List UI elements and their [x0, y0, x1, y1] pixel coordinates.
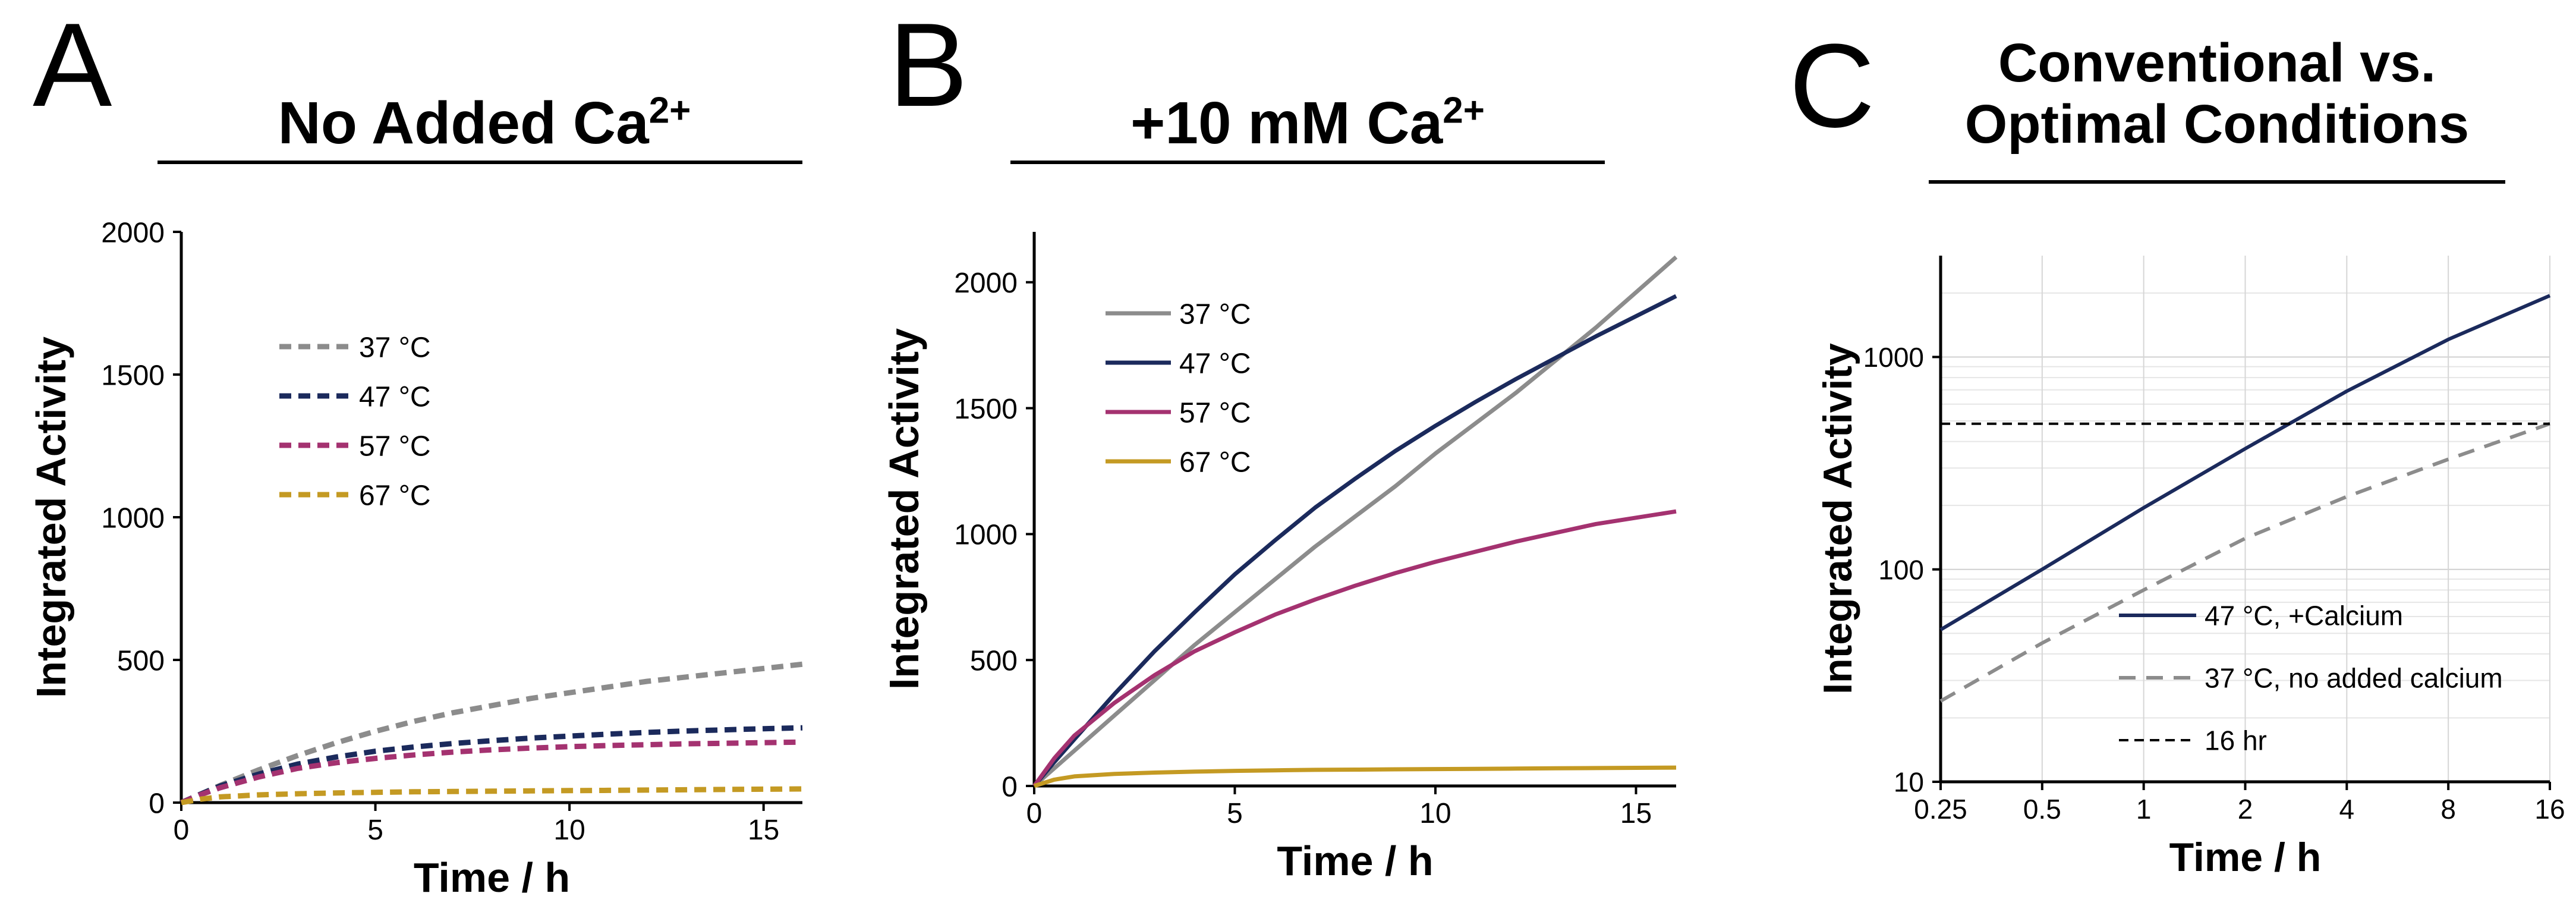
chart-b-ytick-label-0: 0	[1002, 771, 1018, 803]
chart-c-legend-label-47-c-calcium: 47 °C, +Calcium	[2205, 600, 2403, 631]
chart-c-series-37-c-no-added-calcium	[1939, 422, 2550, 703]
chart-b-legend-label-57-c: 57 °C	[1179, 397, 1251, 429]
chart-a-xtick-label-3: 15	[748, 814, 779, 846]
panel-c: C Conventional vs. Optimal Conditions	[1724, 0, 2576, 912]
chart-c-ylabel: Integrated Activity	[1815, 343, 1860, 694]
chart-a-ylabel: Integrated Activity	[28, 337, 74, 698]
chart-a-ytick-label-3: 1500	[101, 360, 165, 391]
chart-c-ytick-label-0: 10	[1894, 767, 1924, 798]
chart-c-ytick-label-2: 1000	[1863, 342, 1924, 373]
chart-b-legend-label-47-c: 47 °C	[1179, 348, 1251, 379]
chart-a-series-47-c	[180, 725, 803, 806]
panel-b-title-rule	[1010, 161, 1605, 164]
panel-a-title-sup: 2+	[648, 90, 691, 131]
chart-a-legend-label-47-c: 47 °C	[359, 381, 431, 413]
chart-a-ytick-label-2: 1000	[101, 502, 165, 534]
chart-b-legend-label-37-c: 37 °C	[1179, 298, 1251, 330]
chart-b-ytick-label-3: 1500	[954, 394, 1018, 425]
panel-a-title-rule	[158, 161, 802, 164]
chart-c-series-47-c-calcium	[1939, 294, 2551, 631]
chart-a-xtick-label-1: 5	[367, 814, 383, 846]
chart-b-series-37-c	[1032, 255, 1678, 788]
chart-c-xtick-label-6: 16	[2534, 794, 2565, 825]
chart-b-ytick-label-2: 1000	[954, 520, 1018, 551]
chart-a-series-57-c	[180, 739, 803, 806]
chart-b-legend-label-67-c: 67 °C	[1179, 446, 1251, 478]
chart-c-xtick-label-4: 4	[2339, 794, 2355, 825]
chart-c-xtick-label-2: 1	[2136, 794, 2152, 825]
panel-a-title-text: No Added Ca	[278, 90, 649, 156]
chart-b-xtick-label-1: 5	[1227, 798, 1243, 829]
chart-a-ytick-label-1: 500	[117, 645, 165, 677]
chart-c-xtick-label-0: 0.25	[1914, 794, 1967, 825]
panel-b: B +10 mM Ca2+	[844, 0, 1664, 912]
panel-c-title-line2: Optimal Conditions	[1964, 94, 2470, 155]
panel-b-letter: B	[889, 0, 968, 131]
panel-c-title: Conventional vs. Optimal Conditions	[1926, 33, 2508, 155]
chart-a-series-37-c	[180, 661, 803, 806]
panel-b-title-text: +10 mM Ca	[1130, 90, 1443, 156]
chart-b-ylabel: Integrated Activity	[881, 328, 927, 690]
chart-c-xlabel: Time / h	[2169, 835, 2322, 880]
panel-a: A No Added Ca2+	[0, 0, 844, 912]
panel-c-letter: C	[1789, 20, 1875, 152]
chart-c-legend-label-16-hr: 16 hr	[2205, 725, 2267, 756]
chart-c-xtick-label-3: 2	[2238, 794, 2253, 825]
chart-a-xtick-label-2: 10	[553, 814, 585, 846]
panel-c-title-line1: Conventional vs.	[1998, 33, 2436, 93]
chart-c-ytick-label-1: 100	[1878, 554, 1924, 585]
chart-b-xtick-label-3: 15	[1620, 798, 1652, 829]
chart-b-xtick-label-2: 10	[1419, 798, 1451, 829]
chart-a-ytick-label-4: 2000	[101, 217, 165, 249]
panel-a-letter: A	[33, 0, 112, 131]
panel-b-title-sup: 2+	[1443, 90, 1485, 131]
chart-b-series-57-c	[1032, 509, 1677, 788]
chart-a-legend-label-67-c: 67 °C	[359, 480, 431, 511]
chart-a-legend-label-57-c: 57 °C	[359, 430, 431, 462]
chart-a-xlabel: Time / h	[414, 854, 570, 901]
chart-a-ytick-label-0: 0	[149, 788, 165, 819]
chart-b-series-47-c	[1032, 294, 1677, 788]
chart-a-series-67-c	[181, 786, 803, 806]
chart-b-xtick-label-0: 0	[1026, 798, 1043, 829]
chart-b-ytick-label-4: 2000	[954, 268, 1018, 299]
chart-b-xlabel: Time / h	[1277, 838, 1433, 884]
panel-b-title: +10 mM Ca2+	[1010, 89, 1605, 158]
panel-a-title: No Added Ca2+	[160, 89, 808, 158]
chart-a-legend-label-37-c: 37 °C	[359, 332, 431, 363]
chart-c-xtick-label-5: 8	[2440, 794, 2456, 825]
chart-b-series-67-c	[1033, 765, 1677, 788]
chart-c-xtick-label-1: 0.5	[2023, 794, 2061, 825]
chart-a-xtick-label-0: 0	[174, 814, 190, 846]
chart-b-ytick-label-1: 500	[970, 645, 1018, 677]
chart-c-legend-label-37-c-no-added-calcium: 37 °C, no added calcium	[2205, 663, 2503, 694]
panel-c-title-rule	[1929, 180, 2505, 184]
